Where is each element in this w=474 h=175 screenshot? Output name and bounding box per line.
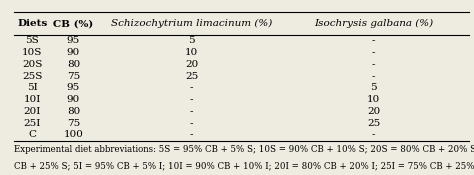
Text: 90: 90 xyxy=(67,48,80,57)
Text: Experimental diet abbreviations: 5S = 95% CB + 5% S; 10S = 90% CB + 10% S; 20S =: Experimental diet abbreviations: 5S = 95… xyxy=(14,145,474,154)
Text: 10: 10 xyxy=(367,95,380,104)
Text: C: C xyxy=(28,131,36,139)
Text: -: - xyxy=(372,72,375,81)
Text: 25S: 25S xyxy=(22,72,43,81)
Text: 5: 5 xyxy=(370,83,377,92)
Text: 20: 20 xyxy=(185,60,198,69)
Text: -: - xyxy=(372,48,375,57)
Text: -: - xyxy=(372,131,375,139)
Text: -: - xyxy=(190,119,193,128)
Text: Diets: Diets xyxy=(17,19,47,28)
Text: 10S: 10S xyxy=(22,48,43,57)
Text: -: - xyxy=(190,107,193,116)
Text: 25: 25 xyxy=(367,119,380,128)
Text: 95: 95 xyxy=(67,83,80,92)
Text: 20S: 20S xyxy=(22,60,43,69)
Text: Schizochytrium limacinum (%): Schizochytrium limacinum (%) xyxy=(111,19,272,28)
Text: 5: 5 xyxy=(188,36,195,45)
Text: -: - xyxy=(190,131,193,139)
Text: 20: 20 xyxy=(367,107,380,116)
Text: 5S: 5S xyxy=(26,36,39,45)
Text: CB (%): CB (%) xyxy=(53,19,93,28)
Text: 80: 80 xyxy=(67,107,80,116)
Text: 75: 75 xyxy=(67,119,80,128)
Text: 10: 10 xyxy=(185,48,198,57)
Text: -: - xyxy=(372,60,375,69)
Text: 25: 25 xyxy=(185,72,198,81)
Text: 90: 90 xyxy=(67,95,80,104)
Text: -: - xyxy=(190,83,193,92)
Text: 25I: 25I xyxy=(24,119,41,128)
Text: Isochrysis galbana (%): Isochrysis galbana (%) xyxy=(314,19,433,28)
Text: 20I: 20I xyxy=(24,107,41,116)
Text: 10I: 10I xyxy=(24,95,41,104)
Text: CB + 25% S; 5I = 95% CB + 5% I; 10I = 90% CB + 10% I; 20I = 80% CB + 20% I; 25I : CB + 25% S; 5I = 95% CB + 5% I; 10I = 90… xyxy=(14,161,474,170)
Text: 100: 100 xyxy=(64,131,83,139)
Text: 95: 95 xyxy=(67,36,80,45)
Text: 80: 80 xyxy=(67,60,80,69)
Text: 75: 75 xyxy=(67,72,80,81)
Text: -: - xyxy=(372,36,375,45)
Text: 5I: 5I xyxy=(27,83,38,92)
Text: -: - xyxy=(190,95,193,104)
